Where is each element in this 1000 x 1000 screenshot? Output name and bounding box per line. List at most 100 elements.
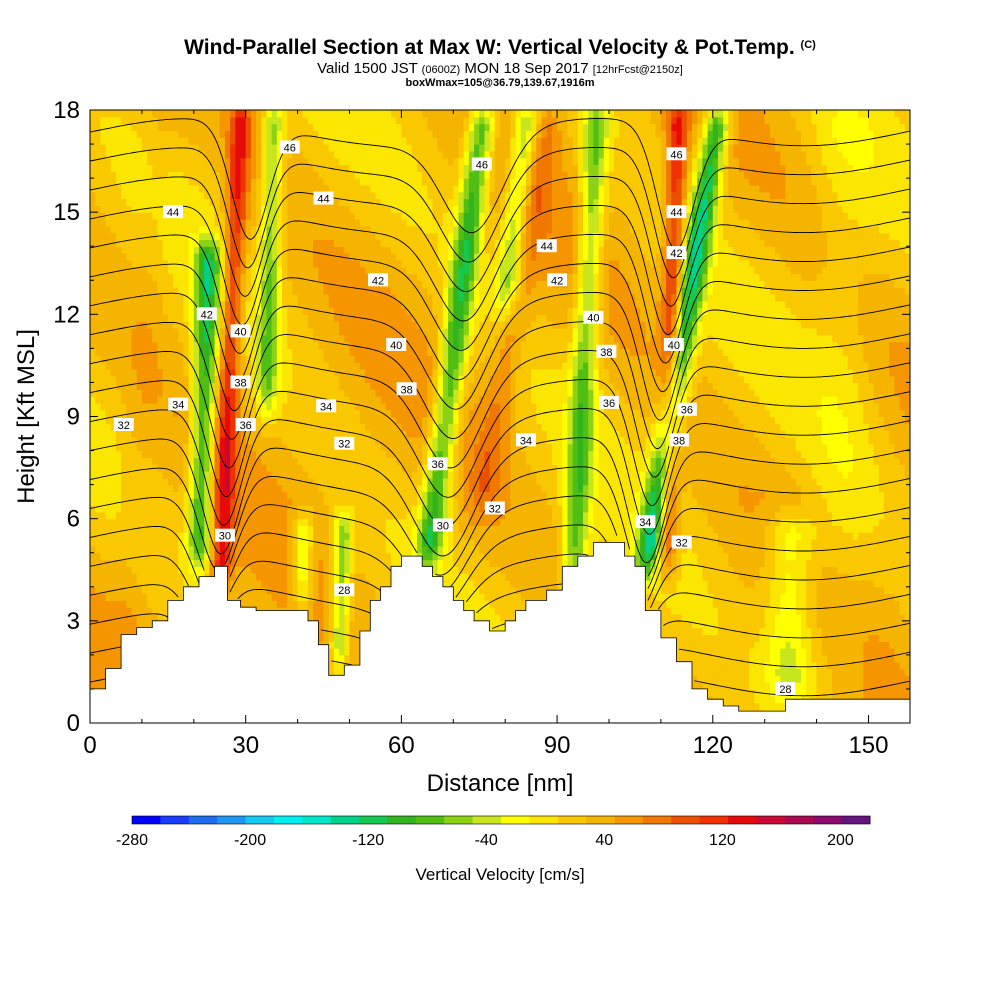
velocity-cell	[115, 327, 122, 336]
velocity-cell	[256, 266, 262, 275]
velocity-cell	[240, 287, 247, 295]
velocity-cell	[131, 300, 138, 309]
velocity-cell	[271, 545, 278, 554]
velocity-cell	[328, 246, 335, 254]
velocity-cell	[297, 511, 304, 520]
velocity-cell	[349, 280, 356, 288]
velocity-cell	[266, 273, 273, 281]
velocity-cell	[136, 157, 143, 166]
velocity-cell	[318, 545, 325, 554]
velocity-cell	[271, 259, 278, 268]
velocity-cell	[276, 280, 283, 288]
velocity-cell	[183, 559, 190, 567]
velocity-cell	[271, 300, 278, 309]
velocity-cell	[256, 110, 262, 111]
velocity-cell	[349, 552, 356, 561]
velocity-cell	[235, 498, 242, 506]
velocity-cell	[313, 110, 319, 111]
velocity-cell	[183, 253, 190, 261]
velocity-cell	[90, 130, 96, 138]
velocity-cell	[230, 178, 236, 186]
velocity-cell	[307, 409, 314, 418]
velocity-cell	[121, 184, 127, 193]
velocity-cell	[105, 198, 112, 206]
velocity-cell	[302, 150, 309, 159]
velocity-cell	[261, 382, 268, 390]
velocity-cell	[115, 246, 122, 254]
velocity-cell	[100, 273, 107, 281]
velocity-cell	[344, 382, 351, 390]
velocity-cell	[209, 457, 216, 465]
velocity-cell	[307, 327, 314, 336]
velocity-cell	[297, 573, 304, 581]
velocity-cell	[323, 205, 330, 213]
velocity-cell	[261, 280, 268, 288]
velocity-cell	[256, 518, 262, 527]
velocity-cell	[266, 287, 273, 295]
velocity-cell	[318, 573, 325, 581]
velocity-cell	[235, 593, 242, 601]
velocity-cell	[152, 300, 159, 309]
velocity-cell	[204, 157, 210, 166]
velocity-cell	[209, 137, 216, 145]
velocity-cell	[282, 477, 288, 486]
velocity-cell	[339, 198, 345, 206]
velocity-cell	[136, 511, 143, 520]
velocity-cell	[173, 184, 179, 193]
velocity-cell	[224, 164, 231, 172]
velocity-cell	[349, 355, 356, 363]
velocity-cell	[131, 566, 138, 574]
velocity-cell	[178, 484, 185, 493]
velocity-cell	[365, 171, 371, 179]
velocity-cell	[271, 525, 278, 533]
velocity-cell	[328, 620, 335, 629]
velocity-cell	[147, 144, 153, 152]
velocity-cell	[359, 266, 366, 275]
velocity-cell	[250, 518, 257, 527]
velocity-cell	[173, 341, 179, 349]
velocity-cell	[266, 593, 273, 601]
velocity-cell	[224, 423, 231, 431]
velocity-cell	[302, 396, 309, 404]
velocity-cell	[126, 259, 133, 268]
velocity-cell	[240, 464, 247, 472]
velocity-cell	[131, 198, 138, 206]
velocity-cell	[183, 110, 190, 118]
velocity-cell	[152, 137, 159, 145]
velocity-cell	[147, 280, 153, 288]
velocity-cell	[188, 491, 195, 499]
velocity-cell	[339, 484, 345, 493]
velocity-cell	[193, 579, 200, 588]
velocity-cell	[344, 593, 351, 601]
velocity-cell	[162, 600, 169, 608]
velocity-cell	[188, 110, 195, 111]
velocity-cell	[157, 239, 164, 247]
velocity-cell	[193, 348, 200, 356]
velocity-cell	[126, 184, 133, 193]
velocity-cell	[276, 171, 283, 179]
velocity-cell	[100, 144, 107, 152]
velocity-cell	[167, 525, 174, 533]
velocity-cell	[354, 246, 361, 254]
velocity-cell	[266, 505, 273, 513]
velocity-cell	[292, 178, 299, 186]
velocity-cell	[193, 505, 200, 513]
velocity-cell	[152, 110, 159, 111]
velocity-cell	[141, 218, 148, 227]
velocity-cell	[147, 559, 153, 567]
velocity-cell	[214, 232, 221, 241]
velocity-cell	[240, 259, 247, 268]
velocity-cell	[110, 450, 117, 458]
velocity-cell	[115, 321, 122, 329]
velocity-cell	[287, 280, 294, 288]
velocity-cell	[318, 470, 325, 479]
velocity-cell	[354, 225, 361, 234]
velocity-cell	[115, 457, 122, 465]
velocity-cell	[256, 259, 262, 268]
velocity-cell	[313, 300, 319, 309]
velocity-cell	[198, 484, 205, 493]
velocity-cell	[141, 396, 148, 404]
velocity-cell	[141, 545, 148, 554]
velocity-cell	[193, 239, 200, 247]
velocity-cell	[230, 505, 236, 513]
